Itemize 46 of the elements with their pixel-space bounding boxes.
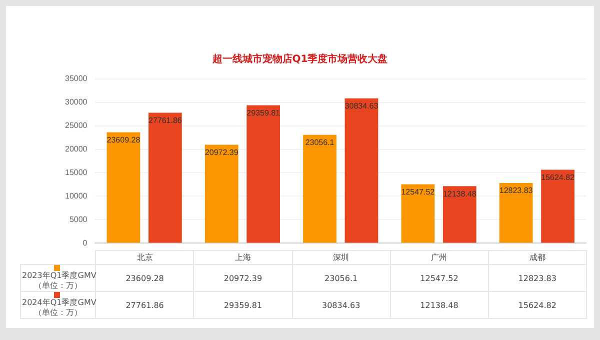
data-label: 12138.48 — [442, 189, 477, 198]
bar — [246, 105, 280, 243]
y-tick-label: 5000 — [69, 214, 88, 224]
data-label: 12823.83 — [499, 186, 534, 196]
y-tick-label: 35000 — [64, 74, 88, 84]
text: 23056.1 — [292, 264, 390, 292]
bar — [401, 184, 435, 243]
bar — [303, 134, 336, 243]
legend-label: 2023年Q1季度GMV（单位：万） — [20, 264, 96, 292]
bar — [499, 182, 533, 243]
bar — [148, 112, 182, 243]
x-tick-label: 上海 — [194, 250, 292, 265]
y-tick-label: 30000 — [64, 97, 88, 106]
data-label: 30834.63 — [344, 102, 379, 111]
text: 23609.28 — [96, 264, 194, 292]
data-label: 23056.1 — [305, 138, 335, 148]
text: 15624.82 — [488, 292, 586, 319]
y-tick-label: 20000 — [64, 144, 88, 154]
x-tick-label: 北京 — [96, 250, 194, 265]
text: 29359.81 — [194, 292, 292, 319]
bar — [106, 132, 140, 243]
data-label: 23609.28 — [106, 136, 141, 145]
data-label: 15624.82 — [541, 173, 576, 182]
data-label: 12547.52 — [401, 187, 436, 196]
bar — [344, 98, 378, 243]
data-label: 29359.81 — [246, 108, 281, 118]
text: 20972.39 — [194, 264, 292, 292]
text: 12823.83 — [488, 264, 586, 292]
bar — [541, 170, 574, 243]
y-tick-label: 25000 — [64, 120, 88, 130]
text: 30834.63 — [292, 292, 390, 319]
x-tick-label: 深圳 — [292, 250, 390, 265]
text: 27761.86 — [96, 292, 194, 319]
y-tick-label: 15000 — [64, 168, 88, 177]
x-tick-label: 广州 — [390, 250, 488, 265]
bar — [442, 186, 476, 243]
y-tick-label: 10000 — [64, 191, 88, 200]
x-tick-label: 成都 — [488, 250, 586, 265]
data-label: 27761.86 — [148, 116, 182, 125]
y-tick-label: 0 — [82, 238, 88, 248]
chart-title: 超一线城市宠物店Q1季度市场营收大盘 — [211, 52, 389, 66]
legend-label: 2024年Q1季度GMV（单位：万） — [20, 292, 96, 319]
bar — [204, 144, 238, 243]
data-label: 20972.39 — [204, 148, 239, 157]
text: 12138.48 — [390, 292, 488, 319]
text: 12547.52 — [390, 264, 488, 292]
